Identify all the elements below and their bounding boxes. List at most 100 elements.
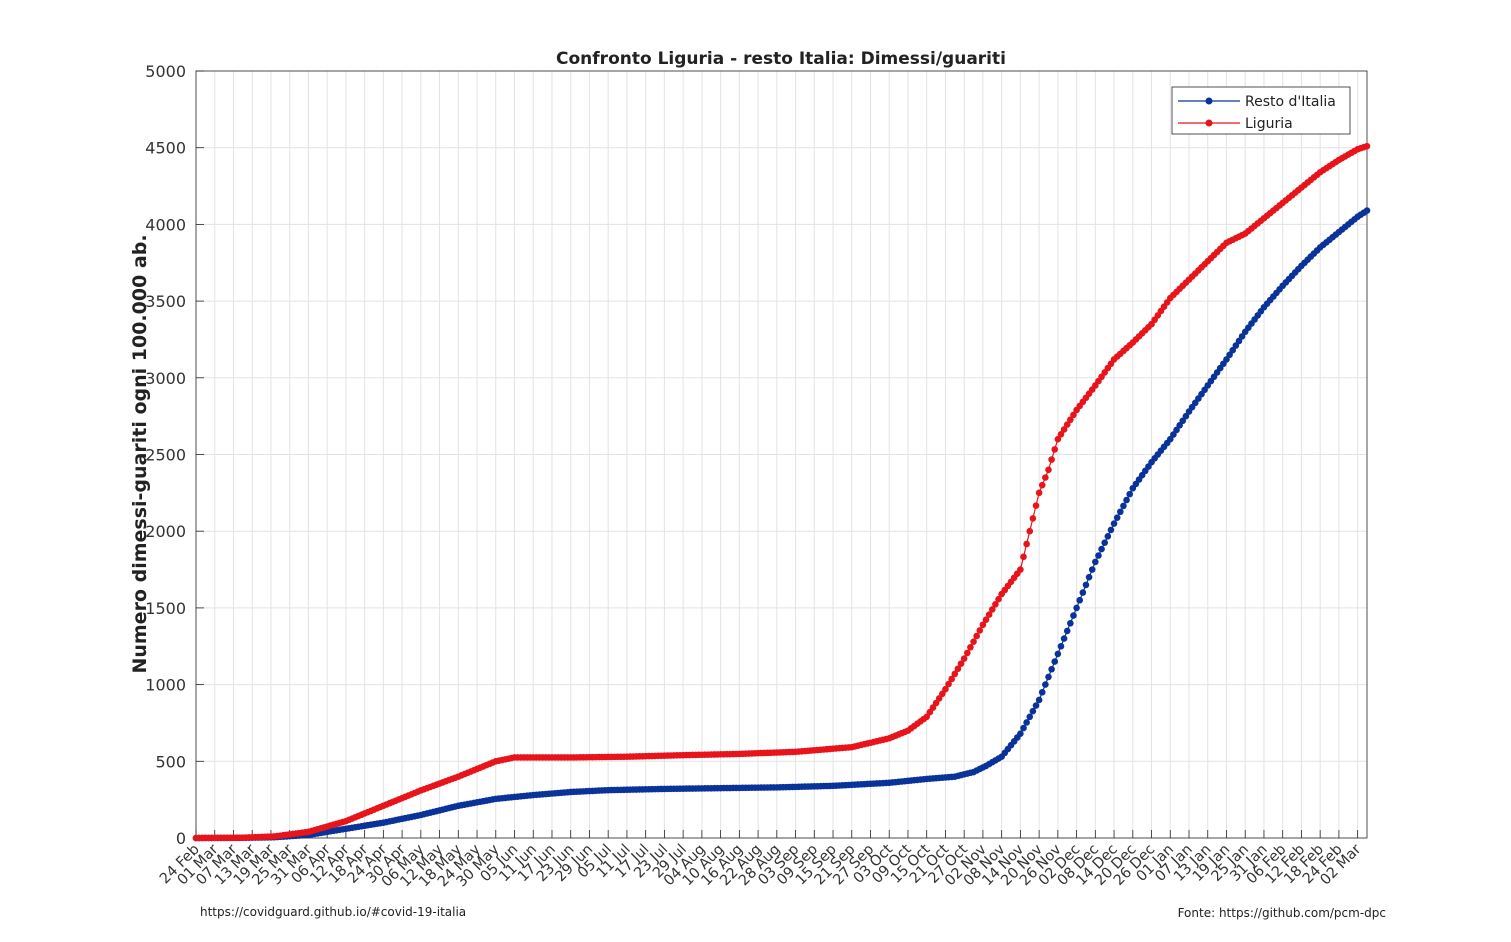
data-point [1029,707,1037,715]
data-point [1126,490,1133,498]
data-point [960,655,968,662]
data-point [957,660,965,667]
data-point [1363,207,1371,214]
legend-marker [1205,119,1213,127]
data-point [1088,566,1096,573]
source-right: Fonte: https://github.com/pcm-dpc [1177,906,1386,920]
data-point [1048,456,1055,463]
y-tick-label: 2000 [145,522,186,541]
data-point [1042,474,1049,481]
data-point [992,601,999,608]
data-point [964,649,971,657]
data-point [1363,142,1371,150]
legend-label: Resto d'Italia [1245,94,1336,110]
data-point [1054,650,1062,658]
data-point [1017,566,1024,573]
data-point [1226,351,1233,359]
data-point [1032,702,1040,709]
data-point [1107,526,1115,534]
data-point [923,713,930,721]
legend-label: Liguria [1245,116,1293,132]
data-point [1057,642,1065,650]
data-point [995,595,1002,603]
y-tick-label: 0 [176,829,186,848]
data-point [1098,545,1105,553]
data-point [1070,411,1077,419]
data-point [954,665,962,673]
data-point [979,621,987,629]
data-point [1085,573,1093,581]
data-point [1060,635,1068,642]
data-point [973,632,980,640]
data-point [1038,688,1046,696]
data-point [1063,627,1071,635]
y-tick-label: 1500 [145,599,186,618]
data-point [1023,719,1030,726]
legend: Resto d'Italia Liguria [1171,86,1351,135]
y-axis: 0 500 1000 1500 2000 2500 3000 3500 4000 4500 5000 [145,62,204,848]
data-point [1104,533,1112,540]
y-tick-label: 3000 [145,369,186,388]
data-point [935,695,943,702]
y-tick-label: 4500 [145,139,186,158]
data-point [1060,426,1068,433]
data-point [1232,342,1240,349]
data-point [1070,612,1077,619]
legend-box [1171,86,1351,135]
data-point [1035,489,1043,497]
data-point [1023,540,1030,548]
data-point [1120,502,1127,510]
data-point [1173,426,1180,434]
data-point [1051,658,1059,665]
data-point [948,675,955,683]
data-point [1045,466,1052,474]
data-point [1042,681,1049,688]
data-point [1048,665,1055,673]
chart-title: Confronto Liguria - resto Italia: Dimess… [556,49,1006,69]
data-point [1020,724,1027,732]
data-point [1117,508,1124,516]
data-point [1095,552,1102,559]
data-point [1032,502,1040,509]
data-point [1057,431,1065,438]
data-point [967,643,974,651]
data-point [988,606,996,613]
data-point [1238,333,1246,340]
y-axis-label: Numero dimessi-guariti ogni 100.000 ab. [129,234,151,673]
data-point [976,627,984,634]
data-point [1020,553,1027,561]
data-point [1035,696,1043,704]
data-point [1082,581,1090,589]
data-point [942,685,949,693]
data-point [1101,539,1108,546]
source-left: https://covidguard.github.io/#covid-19-i… [200,905,467,919]
data-point [1026,713,1034,721]
data-point [1054,435,1062,443]
y-tick-label: 4000 [145,215,186,234]
data-point [1113,514,1121,521]
data-point [982,616,990,623]
data-point [1067,619,1074,627]
data-point [1067,416,1074,424]
data-point [1051,446,1059,453]
data-point [1076,596,1084,604]
data-point [1179,417,1187,425]
data-point [970,638,977,645]
data-point [1029,515,1037,522]
legend-marker [1205,97,1213,105]
y-tick-label: 3500 [145,292,186,311]
data-point [951,670,959,678]
series-liguria [192,142,1371,842]
data-point [1045,673,1052,681]
data-point [1123,496,1130,504]
data-point [945,680,952,688]
data-point [1063,421,1071,428]
data-point [1073,604,1080,612]
data-point [1038,481,1046,489]
data-point [1026,527,1034,535]
data-point [985,611,993,618]
data-point [1170,431,1177,438]
y-tick-label: 2500 [145,446,186,465]
